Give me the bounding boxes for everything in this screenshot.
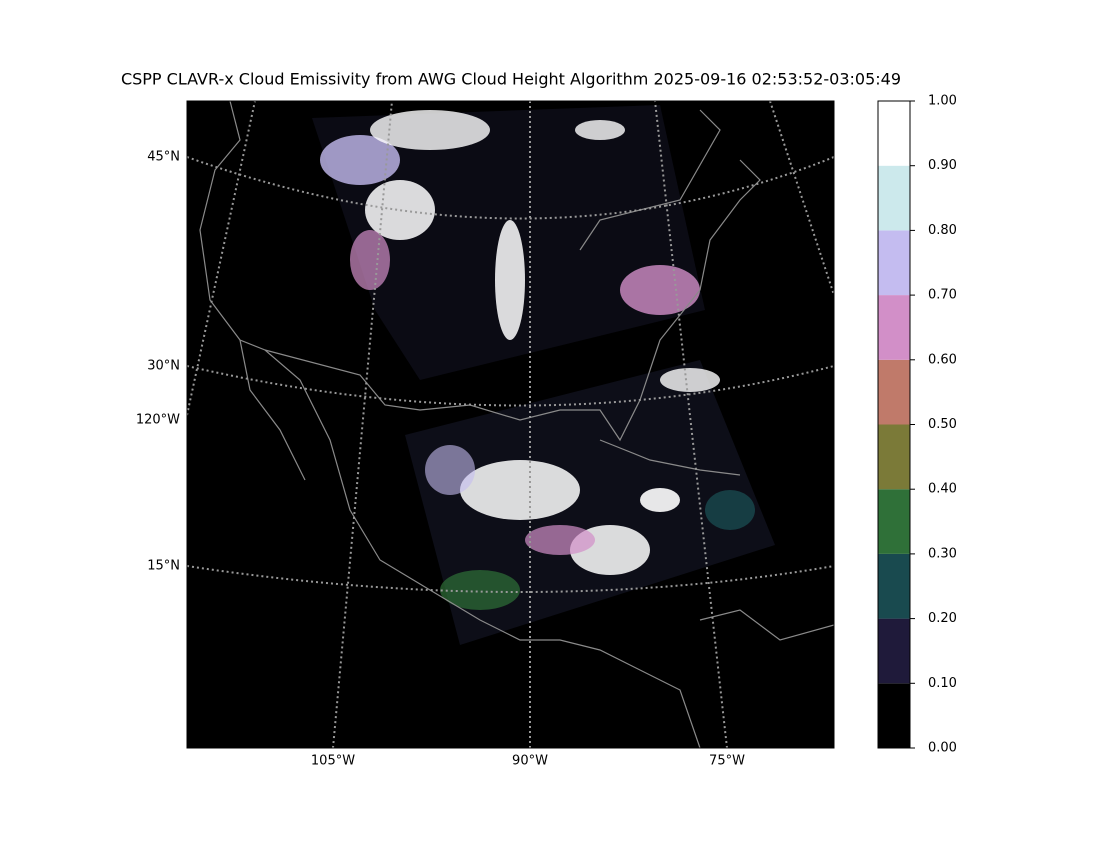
cloud [705, 490, 755, 530]
coastlines [199, 101, 834, 748]
lat-label: 15°N [147, 559, 180, 574]
map-frame [186, 100, 835, 749]
title: CSPP CLAVR-x Cloud Emissivity from AWG C… [121, 70, 901, 89]
cloud [460, 460, 580, 520]
colorbar-segment [878, 165, 910, 231]
cloud [660, 368, 720, 392]
colorbar-tick-label: 0.10 [928, 676, 957, 691]
colorbar-segment [878, 424, 910, 490]
colorbar-tick-label: 0.30 [928, 546, 957, 561]
colorbar-tick-label: 0.40 [928, 482, 957, 497]
lat-label: 30°N [147, 359, 180, 374]
colorbar-segment [878, 295, 910, 360]
meridian [332, 101, 393, 748]
lon-label: 105°W [311, 754, 355, 769]
colorbar-tick-label: 0.50 [928, 417, 957, 432]
colorbar-tick-label: 0.80 [928, 223, 957, 238]
colorbar-segment [878, 230, 910, 296]
colorbar-segment [878, 618, 910, 684]
lon-label: 75°W [709, 754, 745, 769]
cloud [365, 180, 435, 240]
meridian [187, 101, 256, 416]
colorbar-segment [878, 683, 910, 748]
cloud [350, 230, 390, 290]
cloud [525, 525, 595, 555]
colorbar-segment [878, 359, 910, 425]
cloud [620, 265, 700, 315]
cloud-swaths [312, 105, 775, 645]
colorbar-tick-label: 0.20 [928, 611, 957, 626]
colorbar-segment [878, 101, 910, 166]
colorbar-tick-label: 0.60 [928, 352, 957, 367]
colorbar-tick-label: 0.70 [928, 288, 957, 303]
map [187, 101, 834, 748]
cloud [425, 445, 475, 495]
lon-label: 120°W [136, 413, 180, 428]
colorbar-tick-label: 1.00 [928, 94, 957, 109]
cloud [640, 488, 680, 512]
meridian [769, 101, 834, 296]
cloud [320, 135, 400, 185]
colorbar-segment [878, 489, 910, 554]
cloud [440, 570, 520, 610]
colorbar: 0.00 0.10 0.20 0.30 0.40 0.50 0.60 0.70 0.80 0.90… [877, 94, 957, 756]
cloud [575, 120, 625, 140]
cloud [495, 220, 525, 340]
lat-label: 45°N [147, 150, 180, 165]
graticule [187, 101, 834, 748]
meridian [654, 101, 728, 748]
colorbar-tick-label: 0.00 [928, 741, 957, 756]
cloud [370, 110, 490, 150]
parallel [187, 156, 834, 220]
colorbar-tick-label: 0.90 [928, 158, 957, 173]
colorbar-segment [878, 553, 910, 619]
parallel [187, 565, 834, 593]
parallel [187, 365, 834, 407]
lon-label: 90°W [512, 754, 548, 769]
